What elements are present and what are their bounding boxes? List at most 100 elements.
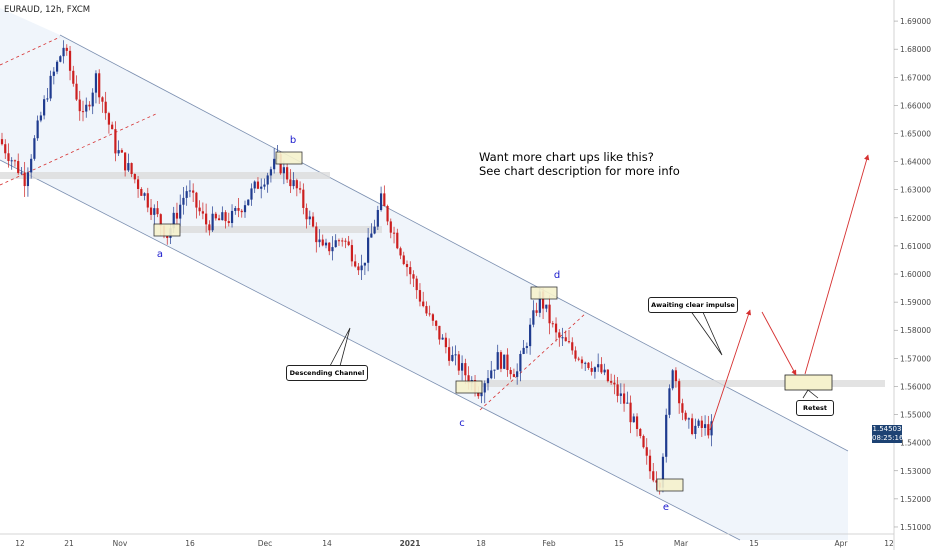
time-axis-ticks[interactable]: 12 21 Nov 16 Dec 14 2021 18 Feb 15 Mar 15 Apr 12	[15, 539, 894, 548]
candle-body-70	[227, 221, 230, 224]
candle-body-27	[88, 104, 91, 107]
candle-body-137	[444, 337, 447, 348]
candle-body-139	[451, 354, 454, 361]
candle-body-211	[684, 412, 687, 420]
retest-target-box	[784, 374, 833, 391]
candle-body-178	[577, 358, 580, 360]
candle-body-48	[156, 208, 159, 215]
time-tick-label-1: 21	[64, 539, 74, 548]
candle-body-171	[554, 323, 558, 333]
price-tick-label-17: 1.52000	[900, 495, 931, 504]
symbol-label: EURAUD, 12h, FXCM	[4, 5, 91, 15]
candle-body-34	[111, 124, 114, 130]
candle-body-180	[584, 362, 587, 364]
candle-body-57	[185, 191, 188, 198]
time-tick-label-12: Apr	[835, 539, 849, 548]
candle-body-75	[243, 205, 247, 213]
price-tick-label-7: 1.62000	[900, 214, 931, 223]
candle-body-26	[85, 104, 88, 112]
projection-path-2	[761, 311, 797, 376]
candle-body-1	[4, 144, 7, 154]
promo-line-1: Want more chart ups like this?	[479, 150, 654, 164]
candle-body-19	[62, 47, 65, 57]
candle-body-185	[600, 364, 603, 373]
current-price: 1.54503	[872, 425, 902, 433]
candle-body-200	[648, 455, 652, 472]
price-tick-label-15: 1.54000	[900, 439, 931, 448]
candle-body-141	[457, 354, 460, 371]
promo-line-2: See chart description for more info	[479, 164, 680, 178]
candle-body-104	[337, 240, 341, 242]
price-tick-label-0: 1.69000	[900, 17, 931, 26]
candle-body-32	[104, 101, 107, 114]
candle-body-29	[94, 73, 98, 93]
wave-label-a: a	[157, 249, 163, 260]
candle-body-4	[13, 160, 17, 162]
bar-countdown: 08:25:16	[872, 434, 904, 442]
candle-body-87	[282, 167, 285, 174]
candle-body-30	[98, 73, 101, 98]
candle-body-142	[460, 363, 464, 371]
candle-body-65	[211, 213, 214, 231]
candle-body-144	[467, 375, 470, 384]
candle-body-82	[266, 175, 269, 185]
wave-c-box	[455, 380, 483, 394]
candle-body-66	[214, 213, 217, 219]
candle-body-0	[0, 139, 4, 145]
price-tick-label-1: 1.68000	[900, 45, 931, 54]
candle-body-46	[149, 207, 153, 215]
time-tick-label-9: 15	[614, 539, 624, 548]
candle-body-20	[65, 47, 68, 51]
candle-body-160	[519, 353, 522, 372]
candle-body-61	[198, 207, 201, 212]
candle-body-72	[234, 208, 237, 211]
candle-body-182	[590, 368, 593, 372]
candle-body-136	[441, 337, 444, 340]
candle-body-133	[431, 314, 435, 321]
candle-body-51	[166, 236, 169, 238]
price-tick-label-13: 1.56000	[900, 382, 931, 391]
candle-body-73	[237, 208, 240, 211]
dashed-trend-2	[0, 112, 159, 186]
candle-body-124	[402, 255, 405, 265]
candle-body-13	[43, 99, 46, 116]
dashed-trend-1	[0, 36, 61, 66]
candle-body-79	[256, 181, 260, 189]
candle-body-92	[298, 188, 302, 190]
candle-body-44	[143, 193, 146, 196]
candle-body-172	[558, 332, 561, 338]
candle-body-84	[273, 158, 276, 170]
projection-path-3	[804, 154, 870, 375]
support-zone-2	[160, 226, 382, 233]
candle-body-143	[464, 363, 467, 376]
candle-body-190	[616, 384, 619, 396]
wave-label-c: c	[459, 418, 465, 429]
awaiting-callout-pointer	[689, 309, 723, 356]
candle-body-78	[253, 181, 256, 189]
candle-body-76	[247, 199, 250, 206]
candle-body-102	[331, 247, 334, 252]
candle-body-127	[412, 274, 415, 279]
price-tick-label-6: 1.63000	[900, 186, 931, 195]
price-axis-ticks[interactable]: 1.69000 1.68000 1.67000 1.66000 1.65000 1.640…	[894, 17, 931, 532]
candle-body-10	[33, 138, 36, 159]
candle-body-110	[357, 266, 360, 271]
candle-body-140	[454, 354, 457, 356]
candle-body-186	[603, 369, 606, 373]
wave-d-box	[530, 286, 558, 300]
candle-body-6	[20, 172, 23, 174]
candle-body-33	[107, 113, 111, 125]
candle-body-114	[370, 233, 373, 238]
candle-body-218	[707, 424, 710, 436]
resistance-zone-1	[0, 172, 330, 179]
candle-body-91	[295, 180, 298, 189]
candle-body-119	[386, 205, 389, 222]
candle-body-193	[626, 402, 629, 404]
candle-body-154	[499, 352, 503, 369]
candle-body-217	[703, 424, 707, 428]
candle-body-123	[399, 248, 402, 256]
candle-body-11	[36, 120, 39, 139]
candle-body-158	[512, 374, 516, 377]
candle-body-15	[49, 75, 52, 99]
